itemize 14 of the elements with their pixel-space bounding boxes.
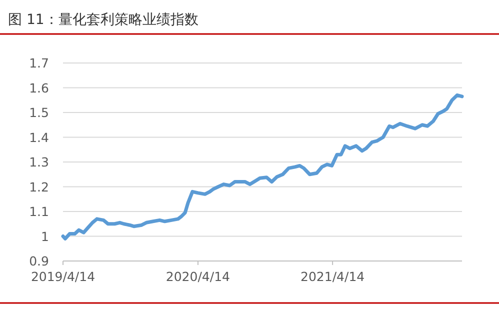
x-tick-label: 2020/4/14	[166, 269, 230, 284]
y-tick-label: 1.5	[29, 105, 49, 120]
line-series	[61, 93, 464, 240]
y-tick-label: 0.9	[29, 254, 50, 268]
y-tick-label: 1.1	[29, 204, 49, 219]
y-tick-label: 1.4	[29, 130, 50, 145]
x-tick-label: 2021/4/14	[300, 269, 365, 284]
y-tick-label: 1.6	[29, 80, 50, 96]
x-tick-label: 2019/4/14	[30, 269, 96, 284]
y-tick-label: 1.2	[29, 179, 49, 194]
y-tick-label: 1.3	[29, 154, 49, 170]
y-tick-label: 1.7	[29, 56, 49, 70]
chart-title: 图 11：量化套利策略业绩指数	[8, 12, 198, 28]
y-tick-label: 1	[41, 228, 49, 244]
